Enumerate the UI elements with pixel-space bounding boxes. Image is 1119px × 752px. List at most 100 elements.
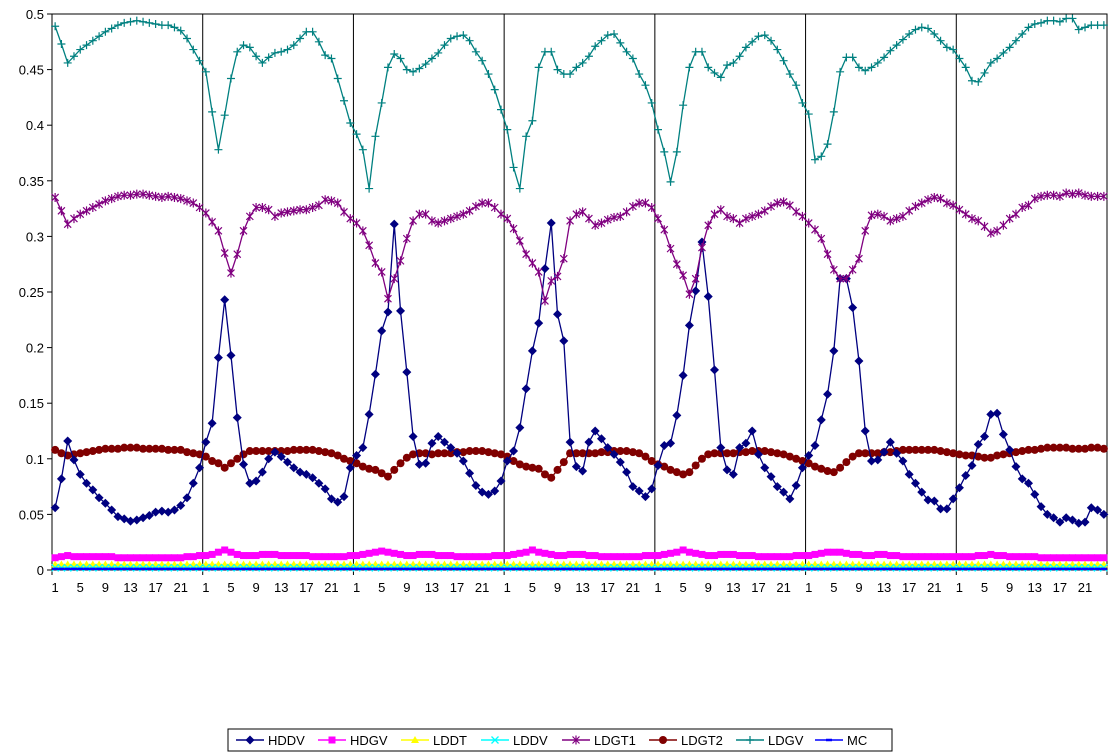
x-tick-label: 1: [504, 580, 511, 595]
data-point: [804, 218, 813, 228]
data-point: [95, 199, 104, 209]
data-point: [283, 447, 292, 456]
data-point: [409, 67, 418, 76]
data-point: [101, 196, 110, 206]
data-point: [302, 552, 310, 560]
data-point: [798, 211, 807, 221]
data-point: [408, 432, 418, 442]
data-point: [201, 437, 211, 447]
data-point: [723, 211, 731, 221]
data-point: [710, 68, 719, 77]
data-point: [779, 56, 788, 65]
data-point: [478, 198, 487, 208]
data-point: [886, 216, 895, 226]
data-point: [151, 507, 161, 517]
data-point: [773, 553, 781, 561]
data-point: [873, 209, 882, 219]
data-point: [854, 63, 863, 72]
data-point: [364, 409, 374, 419]
data-point: [679, 546, 687, 554]
data-point: [560, 552, 568, 560]
data-point: [565, 437, 575, 447]
x-tick-label: 9: [554, 580, 561, 595]
data-point: [220, 295, 230, 305]
data-point: [466, 553, 474, 561]
data-point: [578, 466, 588, 476]
data-point: [510, 550, 518, 558]
legend-swatch-marker: [411, 736, 419, 743]
data-point: [1062, 554, 1070, 562]
data-point: [440, 449, 449, 458]
data-point: [277, 208, 286, 218]
data-point: [1055, 443, 1064, 452]
x-tick-label: 21: [626, 580, 640, 595]
data-point: [780, 553, 788, 561]
data-point: [722, 465, 732, 475]
data-point: [226, 459, 235, 468]
x-tick-label: 13: [1028, 580, 1042, 595]
data-point: [483, 489, 493, 499]
data-point: [308, 202, 317, 212]
data-point: [949, 553, 957, 561]
data-point: [546, 218, 556, 228]
data-point: [716, 443, 726, 453]
data-point: [535, 548, 543, 556]
data-point: [221, 546, 229, 554]
data-point: [728, 469, 738, 479]
data-point: [327, 449, 336, 458]
data-point: [76, 449, 85, 458]
data-point: [503, 125, 512, 134]
data-point: [1012, 553, 1020, 561]
data-point: [528, 463, 537, 472]
data-point: [157, 444, 166, 453]
data-point: [315, 553, 323, 561]
y-tick-label: 0.25: [19, 285, 44, 300]
data-point: [365, 464, 374, 473]
data-point: [397, 550, 405, 558]
data-point: [365, 240, 374, 250]
data-point: [729, 550, 737, 558]
data-point: [540, 470, 549, 479]
data-point: [333, 198, 342, 208]
data-point: [226, 350, 236, 360]
data-point: [75, 469, 85, 479]
data-point: [452, 448, 462, 458]
data-point: [120, 443, 129, 452]
data-point: [497, 105, 506, 114]
data-point: [409, 450, 418, 459]
data-point: [371, 258, 380, 268]
data-point: [352, 130, 361, 139]
data-point: [64, 552, 72, 560]
y-tick-label: 0.3: [26, 229, 44, 244]
data-point: [383, 472, 392, 481]
data-point: [647, 484, 657, 494]
data-point: [1030, 20, 1039, 29]
data-point: [811, 225, 819, 235]
data-point: [1042, 509, 1052, 519]
data-point: [917, 23, 926, 32]
data-point: [628, 201, 637, 211]
data-point: [515, 460, 524, 469]
data-point: [685, 468, 694, 477]
data-point: [264, 53, 273, 62]
data-point: [760, 463, 770, 473]
data-point: [622, 447, 631, 456]
data-point: [434, 552, 442, 560]
data-point: [930, 192, 939, 202]
data-point: [559, 458, 568, 467]
data-point: [685, 63, 694, 72]
data-point: [220, 111, 229, 120]
data-point: [264, 447, 273, 456]
data-point: [893, 552, 901, 560]
data-point: [1011, 448, 1020, 457]
data-point: [120, 190, 129, 200]
data-point: [798, 552, 806, 560]
data-point: [352, 218, 361, 228]
data-point: [390, 465, 399, 474]
data-point: [490, 85, 499, 94]
x-tick-label: 13: [123, 580, 137, 595]
data-point: [402, 453, 411, 462]
data-point: [145, 554, 153, 562]
data-point: [152, 554, 160, 562]
data-point: [1050, 554, 1058, 562]
